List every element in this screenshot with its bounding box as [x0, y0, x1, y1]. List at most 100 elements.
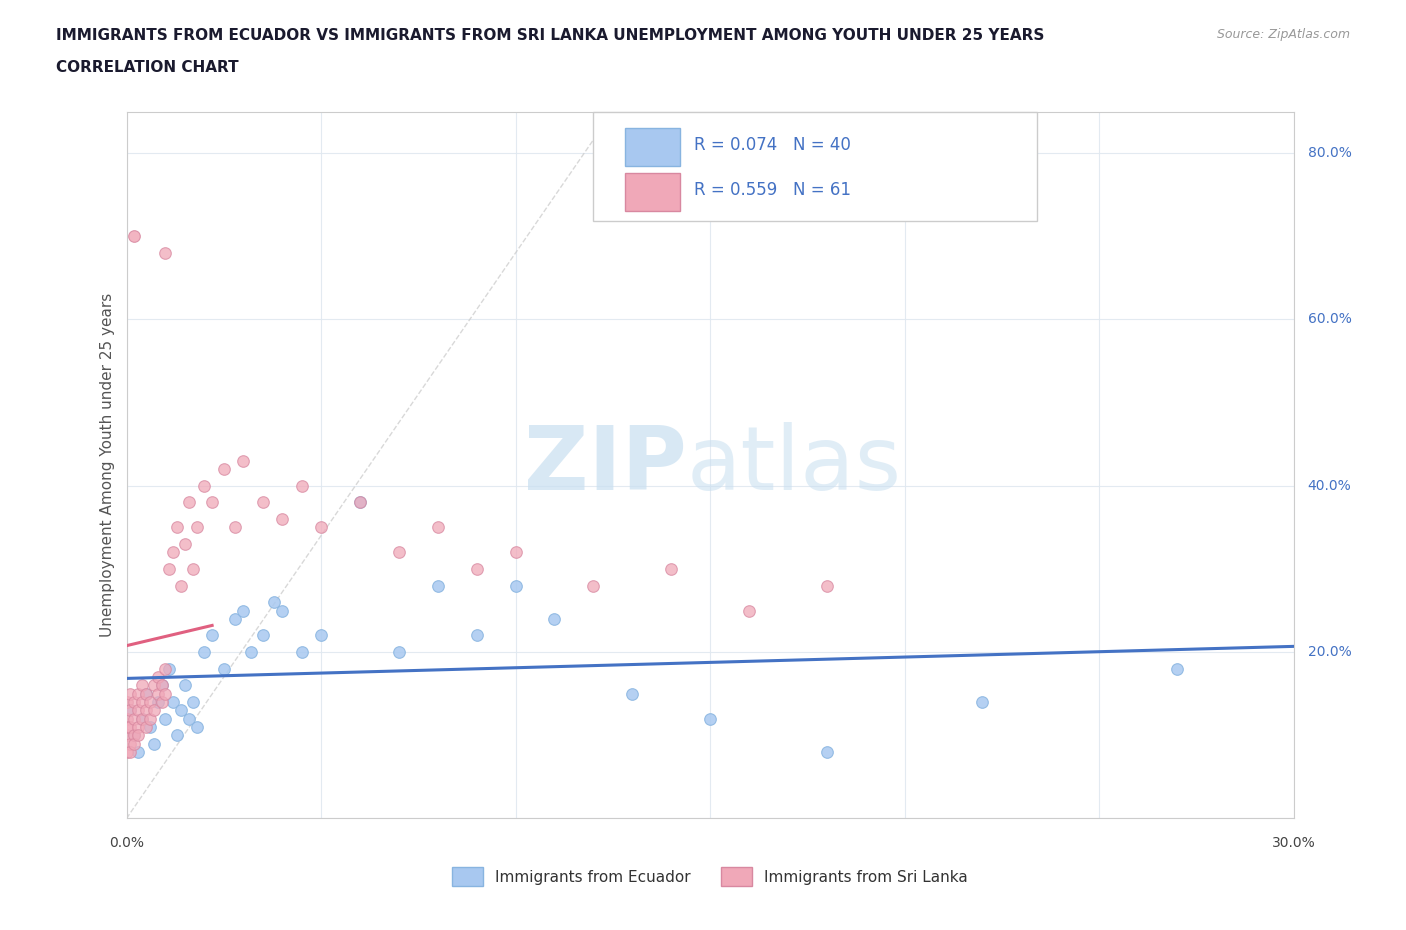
Y-axis label: Unemployment Among Youth under 25 years: Unemployment Among Youth under 25 years [100, 293, 115, 637]
Point [193, 644, 215, 659]
Point [972, 695, 994, 710]
Point [120, 737, 142, 751]
Point [815, 578, 838, 593]
Point [162, 695, 184, 710]
Point [543, 611, 565, 626]
Text: 20.0%: 20.0% [1308, 645, 1351, 659]
Point [252, 628, 274, 643]
Point [426, 578, 449, 593]
Point [127, 703, 149, 718]
Point [150, 678, 173, 693]
Text: 60.0%: 60.0% [1308, 312, 1351, 326]
Text: 80.0%: 80.0% [1308, 146, 1351, 160]
Point [139, 711, 162, 726]
Text: Source: ZipAtlas.com: Source: ZipAtlas.com [1216, 28, 1350, 41]
Point [131, 695, 153, 710]
FancyBboxPatch shape [593, 112, 1036, 221]
Point [157, 661, 180, 676]
Point [127, 686, 149, 701]
Point [252, 495, 274, 510]
Point [115, 720, 138, 735]
Point [124, 737, 146, 751]
Point [699, 711, 721, 726]
Point [271, 603, 294, 618]
Point [659, 562, 682, 577]
Point [349, 495, 371, 510]
Text: 0.0%: 0.0% [110, 836, 143, 850]
Point [115, 711, 138, 726]
Point [290, 644, 312, 659]
Point [186, 720, 208, 735]
Point [174, 678, 197, 693]
Point [155, 711, 177, 726]
Point [124, 695, 146, 710]
Point [155, 246, 177, 260]
Point [162, 545, 184, 560]
Text: R = 0.074   N = 40: R = 0.074 N = 40 [693, 137, 851, 154]
Point [146, 686, 169, 701]
Legend: Immigrants from Ecuador, Immigrants from Sri Lanka: Immigrants from Ecuador, Immigrants from… [446, 861, 974, 892]
Point [131, 711, 153, 726]
Point [1166, 661, 1188, 676]
Point [177, 495, 200, 510]
Point [155, 686, 177, 701]
Point [150, 678, 173, 693]
Point [181, 562, 204, 577]
Point [115, 744, 138, 759]
Point [120, 720, 142, 735]
Point [131, 711, 153, 726]
FancyBboxPatch shape [624, 127, 679, 166]
Point [142, 703, 165, 718]
Point [155, 661, 177, 676]
Point [127, 744, 149, 759]
Point [505, 578, 527, 593]
Point [232, 454, 254, 469]
Point [232, 603, 254, 618]
Point [738, 603, 761, 618]
Point [142, 678, 165, 693]
Point [465, 628, 488, 643]
Text: 30.0%: 30.0% [1271, 836, 1316, 850]
Text: ZIP: ZIP [524, 421, 686, 509]
Point [388, 545, 411, 560]
Point [135, 686, 157, 701]
FancyBboxPatch shape [624, 173, 679, 211]
Point [120, 686, 142, 701]
Point [146, 670, 169, 684]
Point [290, 478, 312, 493]
Point [124, 728, 146, 743]
Point [309, 520, 332, 535]
Point [212, 461, 235, 476]
Point [224, 520, 246, 535]
Point [135, 686, 157, 701]
Point [186, 520, 208, 535]
Point [146, 695, 169, 710]
Point [224, 611, 246, 626]
Point [142, 737, 165, 751]
Point [127, 720, 149, 735]
Point [135, 703, 157, 718]
Point [426, 520, 449, 535]
Point [120, 703, 142, 718]
Text: CORRELATION CHART: CORRELATION CHART [56, 60, 239, 75]
Point [166, 728, 188, 743]
Point [139, 695, 162, 710]
Point [124, 728, 146, 743]
Point [131, 678, 153, 693]
Point [505, 545, 527, 560]
Point [139, 720, 162, 735]
Point [124, 711, 146, 726]
Point [815, 744, 838, 759]
Text: 40.0%: 40.0% [1308, 479, 1351, 493]
Point [240, 644, 263, 659]
Point [177, 711, 200, 726]
Text: IMMIGRANTS FROM ECUADOR VS IMMIGRANTS FROM SRI LANKA UNEMPLOYMENT AMONG YOUTH UN: IMMIGRANTS FROM ECUADOR VS IMMIGRANTS FR… [56, 28, 1045, 43]
Point [201, 628, 224, 643]
Point [582, 578, 605, 593]
Point [127, 728, 149, 743]
Point [124, 229, 146, 244]
Point [115, 695, 138, 710]
Point [150, 695, 173, 710]
Point [157, 562, 180, 577]
Point [115, 728, 138, 743]
